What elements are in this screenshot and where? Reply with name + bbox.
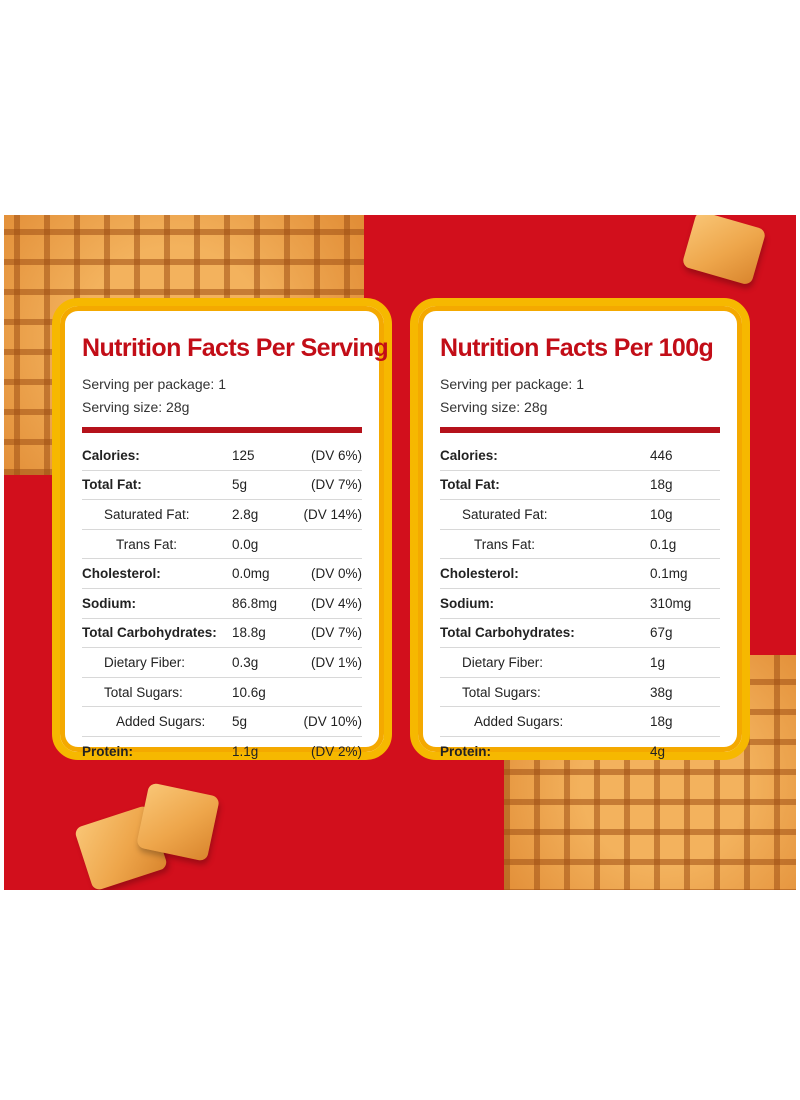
table-row: Trans Fat: 0.0g <box>82 529 362 560</box>
daily-value: (DV 10%) <box>302 706 362 737</box>
table-row: Total Fat: 18g <box>440 470 720 501</box>
nutrient-value: 10g <box>650 499 720 530</box>
daily-value <box>302 677 362 708</box>
nutrient-value: 18g <box>650 706 720 737</box>
nutrient-value: 67g <box>650 618 720 649</box>
table-row: Saturated Fat: 10g <box>440 499 720 530</box>
nutrient-name: Trans Fat: <box>82 529 232 560</box>
nutrient-value: 0.3g <box>232 647 302 678</box>
nutrient-name: Added Sugars: <box>440 706 650 737</box>
nutrient-name: Saturated Fat: <box>82 499 232 530</box>
nutrient-value: 0.1mg <box>650 558 720 589</box>
card-title: Nutrition Facts Per Serving <box>82 334 389 362</box>
nutrition-table: Calories: 125 (DV 6%) Total Fat: 5g (DV 7%) … <box>82 441 362 766</box>
nutrient-value: 125 <box>232 441 302 471</box>
table-row: Added Sugars: 18g <box>440 706 720 737</box>
nutrition-card-per-serving: Nutrition Facts Per Serving Serving per … <box>52 298 392 760</box>
divider <box>440 427 720 433</box>
nutrient-name: Total Carbohydrates: <box>440 618 650 649</box>
nutrient-name: Sodium: <box>440 588 650 619</box>
nutrient-value: 10.6g <box>232 677 302 708</box>
serving-size: Serving size: 28g <box>440 399 548 415</box>
table-row: Protein: 1.1g (DV 2%) <box>82 736 362 765</box>
table-row: Total Carbohydrates: 67g <box>440 618 720 649</box>
servings-per-package: Serving per package: 1 <box>440 376 584 392</box>
table-row: Added Sugars: 5g (DV 10%) <box>82 706 362 737</box>
table-row: Total Fat: 5g (DV 7%) <box>82 470 362 501</box>
table-row: Calories: 125 (DV 6%) <box>82 441 362 471</box>
nutrient-name: Total Carbohydrates: <box>82 618 232 649</box>
table-row: Dietary Fiber: 1g <box>440 647 720 678</box>
nutrient-value: 38g <box>650 677 720 708</box>
table-row: Saturated Fat: 2.8g (DV 14%) <box>82 499 362 530</box>
serving-size: Serving size: 28g <box>82 399 190 415</box>
nutrient-value: 1.1g <box>232 743 259 759</box>
daily-value: (DV 2%) <box>310 743 362 759</box>
nutrient-value: 446 <box>650 441 720 471</box>
nutrient-name: Added Sugars: <box>82 706 232 737</box>
daily-value: (DV 14%) <box>302 499 362 530</box>
table-row: Cholesterol: 0.1mg <box>440 558 720 589</box>
nutrient-name: Cholesterol: <box>82 558 232 589</box>
nutrient-value: 1g <box>650 647 720 678</box>
nutrient-value: 18.8g <box>232 618 302 649</box>
daily-value: (DV 7%) <box>302 618 362 649</box>
nutrient-name: Total Sugars: <box>440 677 650 708</box>
nutrition-table: Calories: 446 Total Fat: 18g Saturated Fat… <box>440 441 720 766</box>
table-row: Cholesterol: 0.0mg (DV 0%) <box>82 558 362 589</box>
table-row: Calories: 446 <box>440 441 720 471</box>
nutrient-value: 0.0mg <box>232 558 302 589</box>
table-row: Protein: 4g <box>440 736 720 765</box>
table-row: Total Sugars: 10.6g <box>82 677 362 708</box>
nutrient-value: 5g <box>232 706 302 737</box>
table-row: Dietary Fiber: 0.3g (DV 1%) <box>82 647 362 678</box>
nutrient-value: 0.1g <box>650 529 720 560</box>
nutrient-name: Total Sugars: <box>82 677 232 708</box>
table-row: Sodium: 86.8mg (DV 4%) <box>82 588 362 619</box>
nutrient-value: 0.0g <box>232 529 302 560</box>
nutrient-value: 2.8g <box>232 499 302 530</box>
daily-value: (DV 4%) <box>302 588 362 619</box>
daily-value: (DV 1%) <box>302 647 362 678</box>
nutrient-value: 86.8mg <box>232 588 302 619</box>
daily-value: (DV 0%) <box>302 558 362 589</box>
nutrient-value: 310mg <box>650 588 720 619</box>
table-row: Sodium: 310mg <box>440 588 720 619</box>
nutrient-name: Dietary Fiber: <box>82 647 232 678</box>
table-row: Trans Fat: 0.1g <box>440 529 720 560</box>
nutrient-name: Calories: <box>440 441 650 471</box>
caramel-cube-image <box>681 215 767 286</box>
card-title: Nutrition Facts Per 100g <box>440 334 714 362</box>
nutrient-name: Saturated Fat: <box>440 499 650 530</box>
daily-value: (DV 7%) <box>302 470 362 501</box>
table-row: Total Sugars: 38g <box>440 677 720 708</box>
nutrient-name: Total Fat: <box>440 470 650 501</box>
table-row: Total Carbohydrates: 18.8g (DV 7%) <box>82 618 362 649</box>
nutrient-name: Trans Fat: <box>440 529 650 560</box>
nutrient-value: 4g <box>650 743 666 759</box>
nutrient-name: Total Fat: <box>82 470 232 501</box>
daily-value: (DV 6%) <box>302 441 362 471</box>
nutrient-name: Dietary Fiber: <box>440 647 650 678</box>
nutrient-name: Calories: <box>82 441 232 471</box>
divider <box>82 427 362 433</box>
servings-per-package: Serving per package: 1 <box>82 376 226 392</box>
nutrient-name: Protein: <box>82 743 134 759</box>
daily-value <box>302 529 362 560</box>
nutrient-value: 18g <box>650 470 720 501</box>
nutrient-value: 5g <box>232 470 302 501</box>
nutrition-card-per-100g: Nutrition Facts Per 100g Serving per pac… <box>410 298 750 760</box>
nutrient-name: Sodium: <box>82 588 232 619</box>
nutrient-name: Cholesterol: <box>440 558 650 589</box>
nutrient-name: Protein: <box>440 743 492 759</box>
